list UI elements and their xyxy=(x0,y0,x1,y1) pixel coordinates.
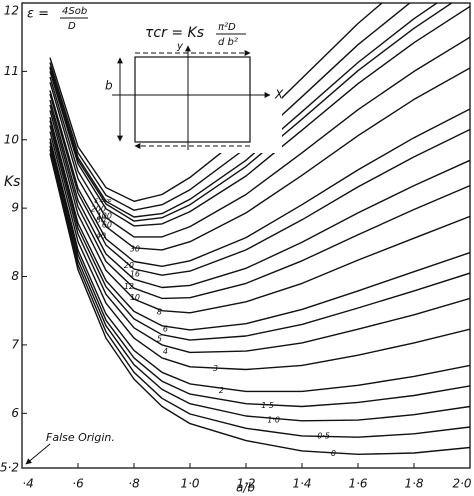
curve xyxy=(49,131,470,371)
curve xyxy=(49,153,470,455)
y-tick-label: 11 xyxy=(4,64,19,78)
curve-label: 16 xyxy=(130,270,140,279)
curve-label: 6 xyxy=(163,324,168,333)
x-axis-label: a/b xyxy=(236,481,255,495)
formula-num: 4Sob xyxy=(62,6,87,17)
inset-lhs: τcr = Ks xyxy=(145,25,204,41)
inset-x-label: X xyxy=(274,88,284,102)
curve-label: 40 xyxy=(96,231,106,240)
curve-label: 4 xyxy=(163,347,168,356)
curve xyxy=(49,125,470,354)
y-tick-label: 6 xyxy=(11,406,19,420)
curve xyxy=(49,149,470,438)
y-tick-label: 7 xyxy=(11,337,19,351)
curve xyxy=(49,67,470,251)
curve-label: 8 xyxy=(157,307,162,316)
curve xyxy=(49,145,470,422)
formula-lhs: ε = xyxy=(27,7,49,22)
x-tick-label: 1·0 xyxy=(180,477,199,491)
curve-label: 0 xyxy=(331,449,336,458)
curve xyxy=(49,3,439,218)
inset-y-label: y xyxy=(176,41,184,52)
curve-label: 3 xyxy=(213,364,218,373)
curve xyxy=(49,3,384,202)
curve-label: 1·0 xyxy=(267,415,280,424)
x-tick-label: ·4 xyxy=(22,477,33,491)
false-origin-arrow xyxy=(25,443,51,465)
false-origin: False Origin. xyxy=(46,431,115,444)
curve-label: 60 xyxy=(102,220,112,229)
curve-label: 5 xyxy=(157,335,162,344)
curve-label: 30 xyxy=(130,244,140,253)
curve-label: 80 xyxy=(96,216,106,225)
curve xyxy=(49,104,470,300)
curve xyxy=(49,36,470,238)
x-tick-label: 1·2 xyxy=(236,477,255,491)
formula-den: D xyxy=(68,21,76,32)
y-tick-label: 8 xyxy=(11,269,19,283)
curve xyxy=(49,90,470,267)
inset-dim-label: b xyxy=(105,79,113,93)
curve-label: 200 xyxy=(91,205,106,214)
curve-label: 20 xyxy=(124,261,134,270)
curve xyxy=(49,120,470,341)
x-tick-label: 1·8 xyxy=(404,477,423,491)
curve xyxy=(49,3,453,222)
curve xyxy=(49,138,470,393)
inset-den: d b² xyxy=(218,37,238,48)
curve xyxy=(49,3,411,211)
curve-label: 1·5 xyxy=(261,401,274,410)
y-tick-label: 12 xyxy=(4,4,19,18)
curve xyxy=(49,5,470,227)
inset-num: π²D xyxy=(218,22,236,33)
y-tick-label: 10 xyxy=(4,132,20,146)
x-tick-label: 2·0 xyxy=(452,477,471,491)
curve-label: 12 xyxy=(124,282,134,291)
x-tick-label: ·8 xyxy=(128,477,140,491)
y-tick-label: 9 xyxy=(11,201,19,215)
x-tick-label: ·6 xyxy=(72,477,84,491)
curve xyxy=(49,110,470,314)
curve xyxy=(49,99,470,289)
curve-label: 2 xyxy=(219,386,224,395)
x-tick-label: 1·4 xyxy=(292,477,311,491)
inset-bg xyxy=(102,18,282,153)
curve-label: ε=∞ xyxy=(94,196,112,205)
y-axis-label: Ks xyxy=(4,174,20,190)
curve-label: 10 xyxy=(130,293,140,302)
curve-label: 100 xyxy=(97,212,112,221)
curve-label: 0·5 xyxy=(317,432,330,441)
curve xyxy=(49,117,470,331)
curve xyxy=(49,93,470,276)
curves xyxy=(49,3,470,455)
x-tick-label: 1·6 xyxy=(348,477,367,491)
y-tick-label: 5·2 xyxy=(0,461,19,475)
curve xyxy=(49,141,470,408)
inset-plate xyxy=(134,56,251,143)
